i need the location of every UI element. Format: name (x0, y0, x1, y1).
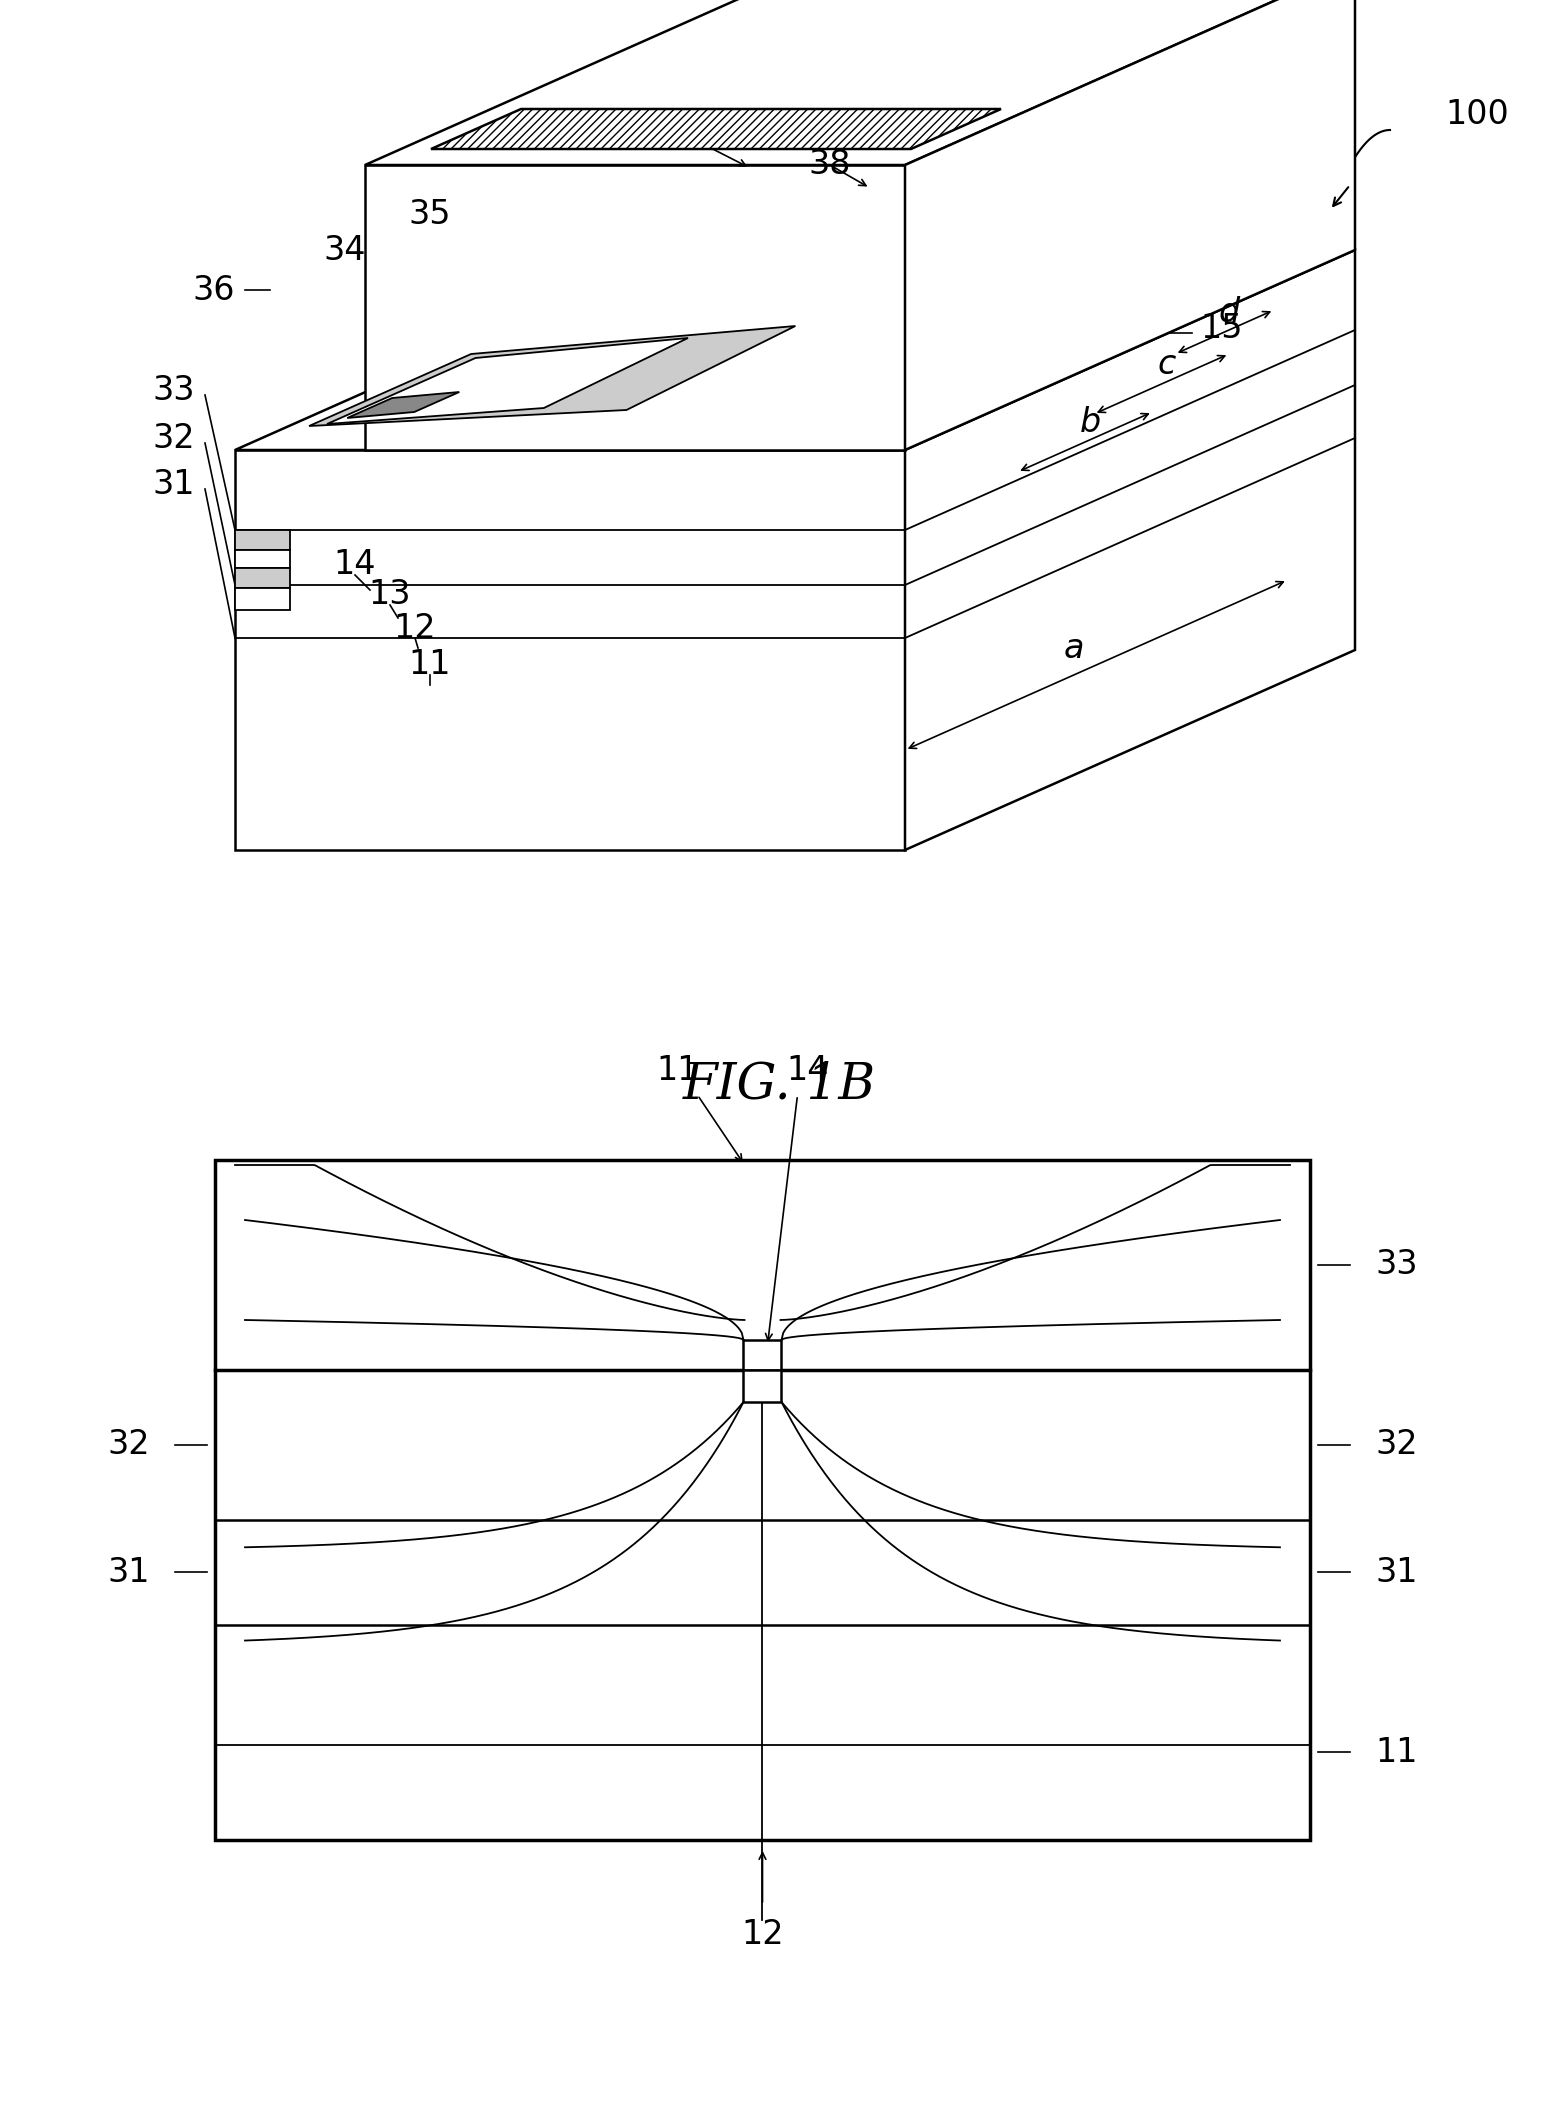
Text: 32: 32 (153, 423, 195, 454)
Text: 14: 14 (786, 1053, 829, 1087)
Text: 13: 13 (369, 578, 412, 612)
Polygon shape (235, 530, 290, 551)
Text: d: d (1219, 296, 1239, 330)
Text: 15: 15 (1200, 311, 1243, 345)
Text: 12: 12 (394, 612, 437, 645)
Text: FIG. 1A: FIG. 1A (683, 44, 875, 92)
Text: 12: 12 (741, 1919, 784, 1951)
Text: 37: 37 (673, 124, 716, 156)
Text: 11: 11 (408, 650, 451, 681)
Polygon shape (235, 250, 1355, 450)
Text: 32: 32 (1375, 1429, 1417, 1461)
Bar (744, 1371, 781, 1402)
Text: 33: 33 (153, 374, 195, 406)
Polygon shape (906, 250, 1355, 849)
Polygon shape (365, 164, 906, 450)
Text: c: c (1157, 349, 1175, 380)
Polygon shape (430, 109, 1001, 149)
Text: 11: 11 (1375, 1736, 1417, 1768)
Text: 38: 38 (809, 149, 851, 181)
Polygon shape (309, 326, 795, 427)
Bar (744, 1339, 781, 1371)
Polygon shape (906, 0, 1355, 450)
Text: 32: 32 (108, 1429, 150, 1461)
Text: b: b (1079, 406, 1101, 439)
Polygon shape (235, 589, 290, 610)
Polygon shape (235, 450, 906, 849)
Text: 31: 31 (1375, 1555, 1417, 1589)
Bar (215, 1160, 1310, 1839)
Text: 31: 31 (153, 467, 195, 500)
Polygon shape (235, 551, 290, 568)
Text: 100: 100 (1445, 99, 1509, 132)
Polygon shape (327, 338, 688, 425)
Text: 11: 11 (656, 1053, 698, 1087)
Text: a: a (1063, 633, 1084, 664)
Text: 14: 14 (334, 549, 376, 582)
Text: 34: 34 (324, 233, 366, 267)
Text: 31: 31 (108, 1555, 150, 1589)
Text: 36: 36 (192, 273, 235, 307)
Text: FIG. 1B: FIG. 1B (683, 1059, 876, 1110)
Text: 35: 35 (408, 198, 451, 231)
Polygon shape (365, 0, 1355, 164)
Polygon shape (235, 568, 290, 589)
Text: 33: 33 (1375, 1249, 1417, 1282)
Polygon shape (348, 391, 460, 418)
